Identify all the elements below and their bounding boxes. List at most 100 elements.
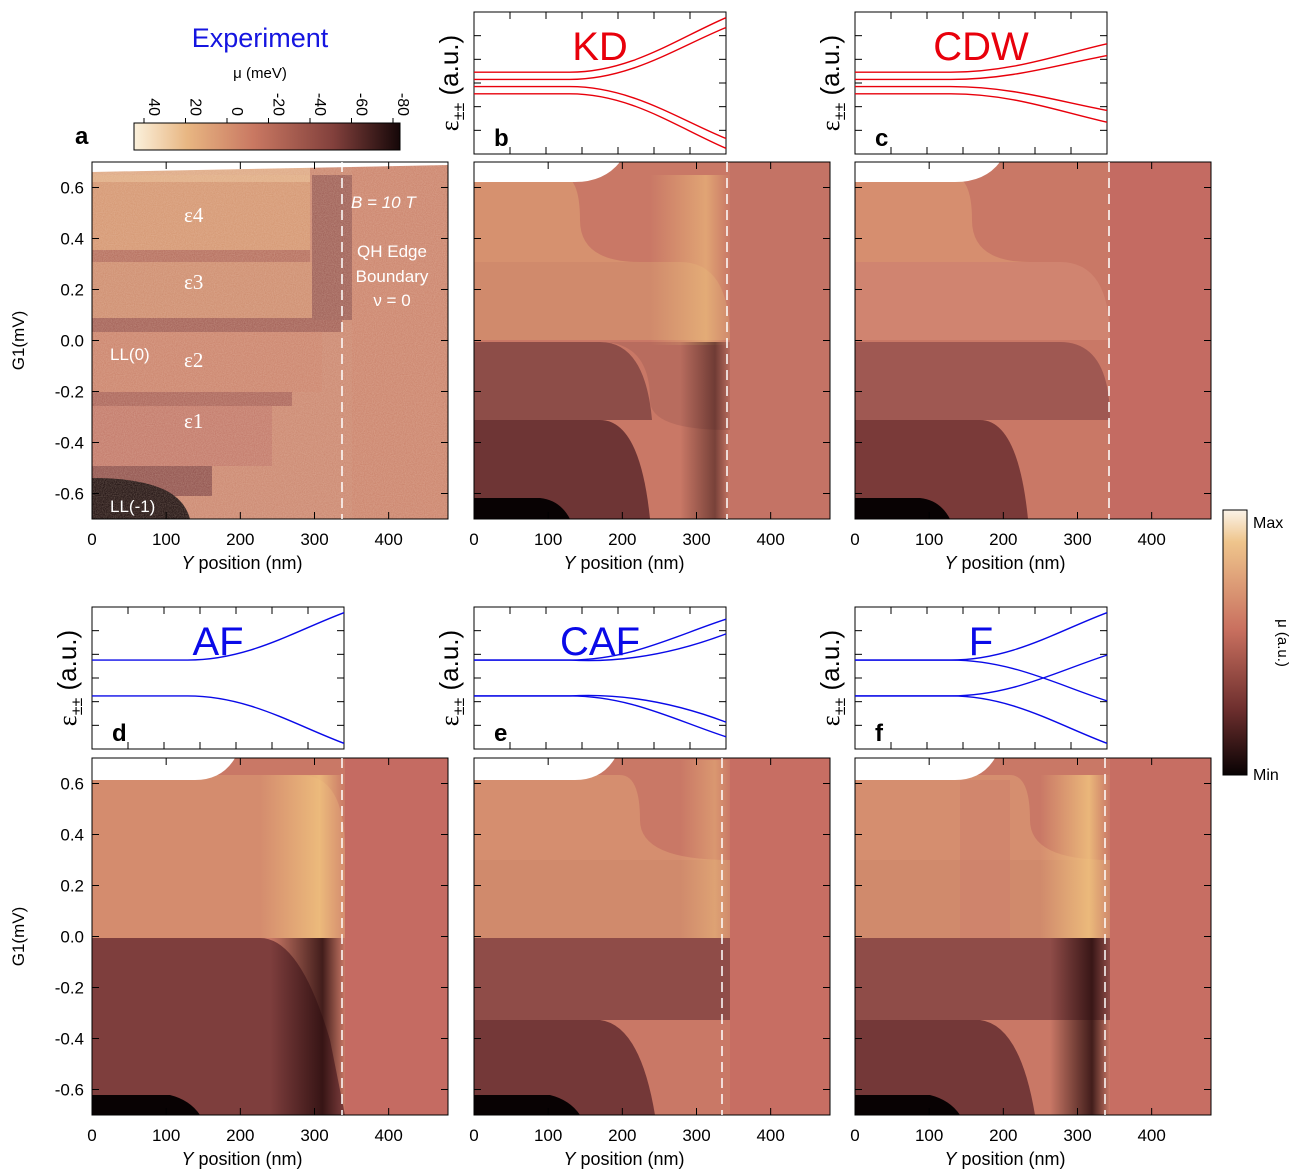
inset-curve-c-2 [855, 85, 1108, 112]
x-tick-label-f: 100 [915, 1126, 943, 1145]
x-axis-label-a: Y position (nm) [181, 553, 302, 573]
colorbar-a-label: μ (meV) [233, 65, 287, 82]
x-tick-label-c: 300 [1063, 530, 1091, 549]
model-label-f: F [969, 620, 993, 664]
level-e1: ε1 [184, 409, 203, 433]
x-tick-label-f: 0 [850, 1126, 859, 1145]
model-label-e: CAF [560, 620, 640, 664]
inset-curve-f-1 [855, 659, 1108, 702]
x-tick-label-a: 400 [374, 530, 402, 549]
x-tick-label-b: 200 [608, 530, 636, 549]
inset-curve-b-2 [474, 85, 727, 140]
colorbar-a-tick-label: -40 [311, 93, 328, 116]
panel-f [854, 757, 1212, 1116]
inset-y-label-f: ε±± (a.u.) [815, 630, 849, 726]
y-tick-label-a: -0.2 [55, 383, 84, 402]
x-tick-label-c: 200 [989, 530, 1017, 549]
level-e3: ε3 [184, 270, 203, 294]
x-axis-label-d: Y position (nm) [181, 1149, 302, 1169]
y-tick-label-a: -0.6 [55, 485, 84, 504]
panel-d [91, 757, 449, 1116]
colorbar-a-tick-label: 0 [228, 107, 245, 116]
panel-letter-c: c [875, 125, 888, 152]
y-tick-label-a: 0.2 [60, 281, 84, 300]
insets-layer: KD b ε±± (a.u.) CDW c ε±± (a.u.) AF d ε±± (a.u.)… [52, 11, 1108, 750]
x-tick-label-d: 400 [374, 1126, 402, 1145]
inset-curve-b-3 [474, 93, 727, 149]
y-axis-label-a: G1(mV) [9, 311, 28, 371]
x-tick-label-d: 0 [87, 1126, 96, 1145]
y-tick-label-d: 0.4 [60, 826, 84, 845]
panel-d-heatmap [92, 758, 448, 1115]
colorbar-a-ticks: 40 20 0 -20 -40 -60 -80 [143, 93, 411, 123]
x-tick-label-b: 400 [756, 530, 784, 549]
x-tick-label-d: 200 [226, 1126, 254, 1145]
y-tick-label-d: -0.4 [55, 1030, 84, 1049]
panel-b-heatmap [474, 162, 830, 519]
y-tick-label-d: 0.2 [60, 877, 84, 896]
colorbar-a [133, 122, 401, 151]
model-label-c: CDW [933, 25, 1029, 69]
inset-curve-b-1 [474, 26, 727, 81]
colorbar-a-tick-label: -60 [353, 93, 370, 116]
colorbar-model [1222, 509, 1248, 776]
x-tick-label-a: 300 [300, 530, 328, 549]
panel-c [854, 161, 1212, 520]
x-axis-label-c: Y position (nm) [944, 553, 1065, 573]
field-annotation: B = 10 T [351, 193, 417, 212]
colorbar-a-tick-label: 40 [145, 98, 162, 116]
x-tick-label-e: 0 [469, 1126, 478, 1145]
panel-b [473, 161, 831, 520]
panel-letter-d: d [112, 720, 127, 747]
inset-curve-c-1 [855, 54, 1108, 81]
llm1-label: LL(-1) [110, 497, 155, 516]
y-tick-label-d: 0.0 [60, 928, 84, 947]
panel-letter-f: f [875, 720, 884, 747]
inset-curve-e-1 [474, 633, 727, 662]
x-tick-label-f: 400 [1137, 1126, 1165, 1145]
panel-e [473, 757, 831, 1116]
inset-y-label-c: ε±± (a.u.) [815, 35, 849, 131]
y-tick-label-a: 0.0 [60, 332, 84, 351]
panel-letter-e: e [494, 720, 507, 747]
inset-curve-f-3 [855, 695, 1108, 744]
x-tick-label-b: 100 [534, 530, 562, 549]
inset-frame-c [854, 11, 1108, 155]
level-e4: ε4 [184, 203, 204, 227]
inset-curve-b-0 [474, 17, 727, 73]
panel-e-heatmap [474, 758, 830, 1115]
y-tick-label-a: -0.4 [55, 434, 84, 453]
x-tick-label-e: 200 [608, 1126, 636, 1145]
x-tick-label-f: 300 [1063, 1126, 1091, 1145]
y-tick-label-d: -0.6 [55, 1081, 84, 1100]
x-tick-label-b: 0 [469, 530, 478, 549]
panel-a [91, 161, 449, 520]
x-tick-label-a: 200 [226, 530, 254, 549]
colorbar-model-label: μ (a.u.) [1274, 619, 1291, 667]
inset-curve-c-3 [855, 93, 1108, 123]
inset-curve-c-0 [855, 43, 1108, 73]
x-tick-label-d: 300 [300, 1126, 328, 1145]
inset-curve-d-0 [92, 612, 345, 661]
x-tick-label-e: 100 [534, 1126, 562, 1145]
colorbar-max-label: Max [1253, 515, 1283, 532]
x-tick-label-e: 400 [756, 1126, 784, 1145]
y-axis-label-d: G1(mV) [9, 907, 28, 967]
panel-a-heatmap [92, 162, 448, 519]
experiment-title: Experiment [192, 23, 329, 53]
colorbar-a-tick-label: 20 [187, 98, 204, 116]
boundary-line-1: QH Edge [357, 242, 427, 261]
x-tick-label-c: 0 [850, 530, 859, 549]
model-label-b: KD [572, 25, 628, 69]
x-tick-label-b: 300 [682, 530, 710, 549]
x-axis-label-e: Y position (nm) [563, 1149, 684, 1169]
x-tick-label-a: 0 [87, 530, 96, 549]
panel-letter-a: a [75, 123, 89, 150]
x-axis-label-b: Y position (nm) [563, 553, 684, 573]
x-tick-label-c: 100 [915, 530, 943, 549]
inset-frame-b [473, 11, 727, 155]
y-tick-label-d: -0.2 [55, 979, 84, 998]
x-tick-label-f: 200 [989, 1126, 1017, 1145]
x-tick-label-c: 400 [1137, 530, 1165, 549]
